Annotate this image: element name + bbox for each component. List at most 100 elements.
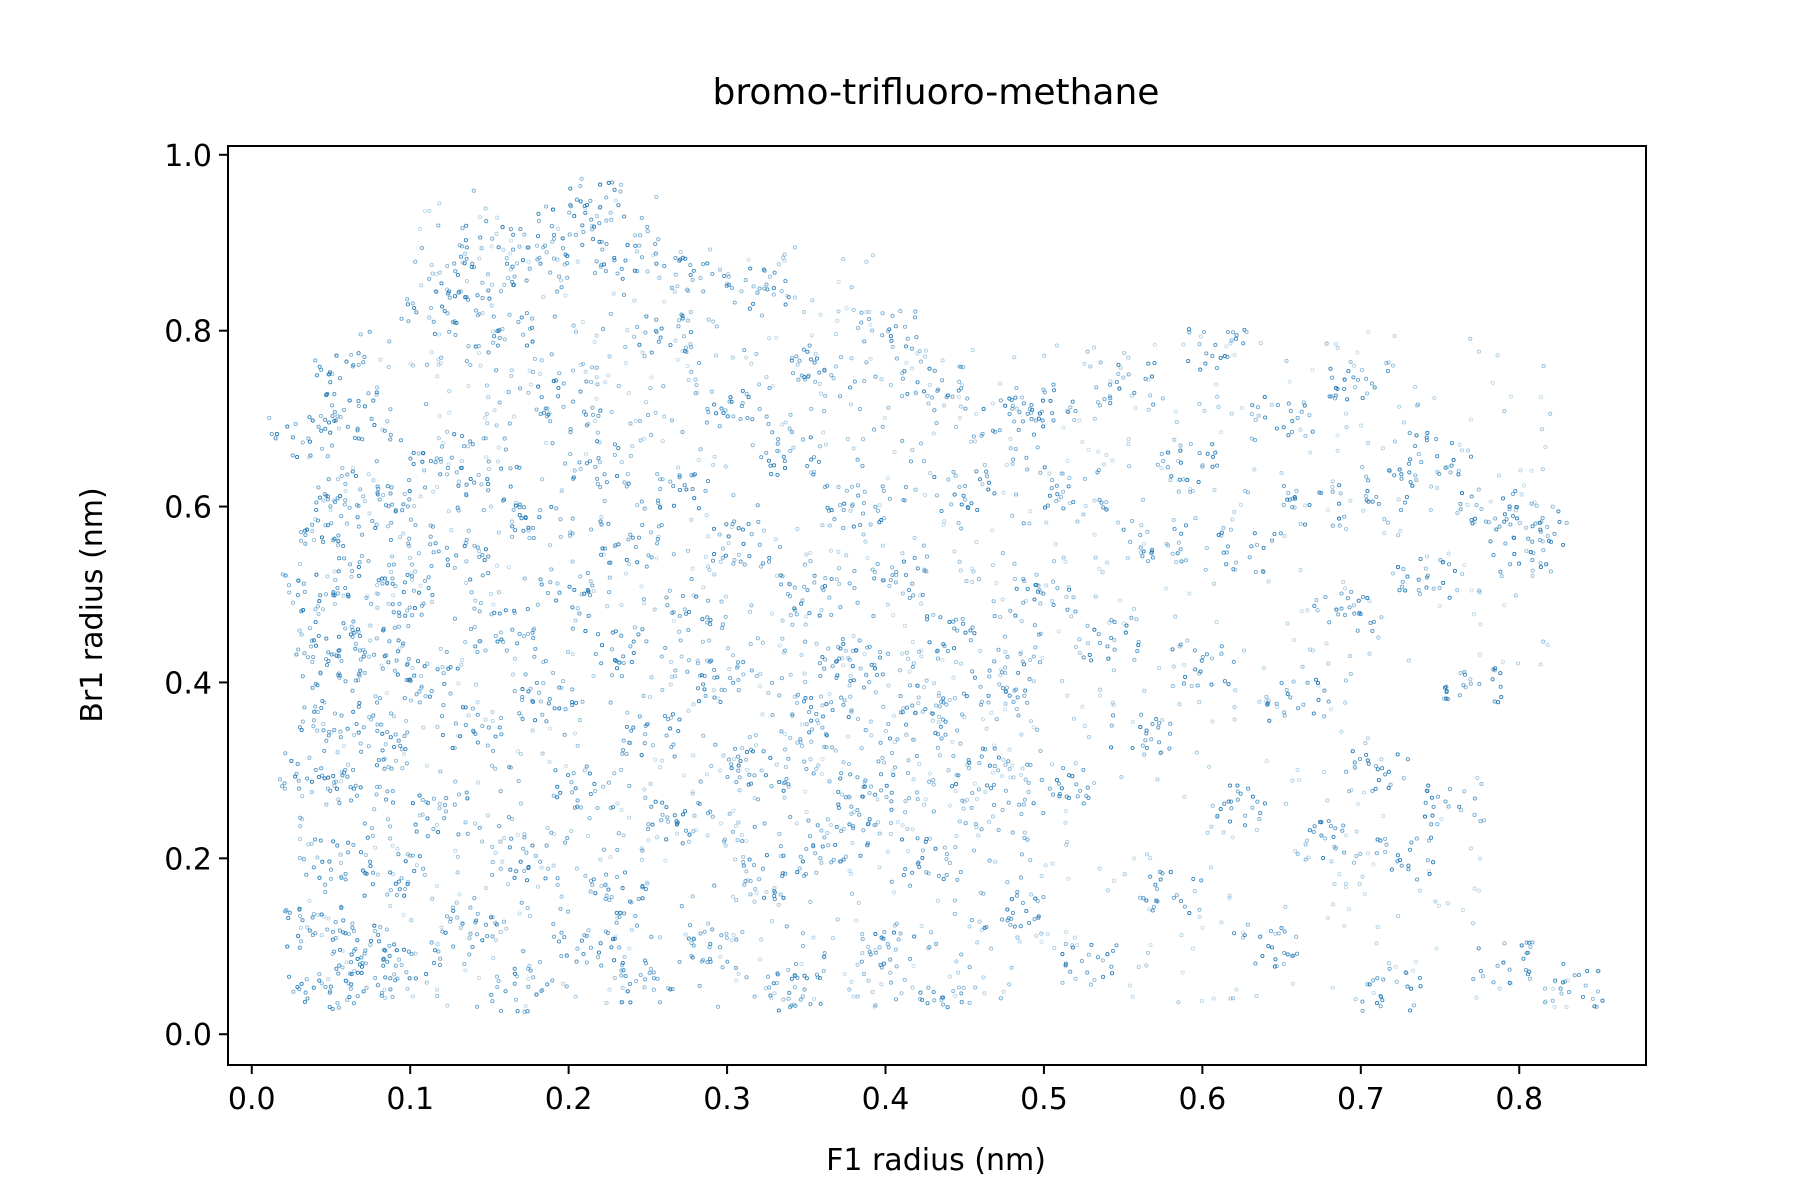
data-point: [1355, 350, 1360, 355]
data-point: [594, 259, 599, 264]
data-point: [880, 543, 885, 548]
data-point: [490, 999, 495, 1004]
data-point: [887, 496, 892, 501]
data-point: [310, 528, 315, 534]
data-point: [336, 426, 341, 431]
data-point: [821, 968, 826, 974]
data-point: [374, 763, 380, 768]
data-point: [362, 354, 367, 359]
data-point: [641, 597, 646, 602]
data-point: [527, 535, 532, 541]
data-point: [706, 534, 711, 539]
data-point: [1513, 593, 1518, 598]
data-point: [435, 667, 440, 672]
data-point: [871, 614, 876, 619]
data-point: [904, 650, 909, 655]
data-point: [1071, 716, 1076, 721]
data-point: [979, 928, 984, 933]
data-point: [411, 363, 416, 368]
data-point: [473, 598, 478, 603]
data-point: [400, 508, 405, 513]
data-point: [348, 960, 354, 965]
data-point: [374, 700, 380, 705]
data-point: [362, 650, 368, 655]
data-point: [686, 658, 691, 663]
data-point: [385, 789, 390, 794]
data-point: [936, 720, 941, 725]
data-point: [678, 250, 683, 255]
data-point: [742, 562, 747, 567]
data-point: [455, 666, 460, 671]
data-point: [629, 927, 634, 932]
data-point: [1025, 837, 1030, 842]
data-point: [331, 774, 336, 779]
data-point: [1077, 650, 1082, 656]
data-point: [368, 623, 373, 628]
data-point: [296, 778, 301, 783]
data-point: [498, 930, 503, 935]
data-point: [300, 817, 305, 822]
data-point: [332, 409, 337, 415]
data-point: [486, 482, 491, 487]
data-point: [1499, 574, 1504, 579]
data-point: [598, 857, 603, 862]
data-point: [918, 441, 924, 446]
data-point: [390, 554, 395, 559]
data-point: [475, 740, 480, 745]
data-point: [675, 831, 680, 836]
data-point: [382, 428, 387, 433]
data-point: [1127, 983, 1132, 988]
data-point: [656, 534, 661, 539]
data-point: [1296, 778, 1302, 783]
data-point: [468, 439, 473, 444]
data-point: [1026, 789, 1031, 795]
data-point: [825, 817, 830, 822]
data-point: [930, 718, 935, 723]
data-point: [398, 438, 404, 443]
data-point: [362, 404, 367, 409]
data-point: [575, 606, 580, 611]
data-point: [446, 462, 451, 467]
data-point: [647, 695, 652, 700]
data-point: [1007, 767, 1012, 772]
data-point: [877, 503, 882, 508]
data-point: [714, 324, 719, 329]
data-point: [477, 256, 482, 261]
data-point: [1073, 644, 1079, 650]
data-point: [460, 658, 465, 663]
data-point: [549, 830, 554, 835]
data-point: [471, 265, 476, 270]
data-point: [1351, 363, 1357, 368]
data-point: [910, 639, 915, 645]
data-point: [544, 250, 549, 255]
data-point: [892, 450, 897, 455]
data-point: [468, 476, 473, 482]
data-point: [640, 350, 645, 355]
data-point: [1065, 693, 1070, 698]
data-point: [1353, 997, 1358, 1002]
data-point: [334, 653, 339, 658]
data-point: [1459, 448, 1465, 453]
data-point: [344, 359, 349, 364]
data-point: [364, 595, 369, 600]
data-point: [418, 494, 423, 499]
data-point: [1060, 679, 1065, 684]
data-point: [336, 654, 341, 659]
data-point: [1242, 648, 1247, 653]
data-point: [1216, 404, 1221, 409]
data-point: [879, 377, 884, 382]
data-point: [468, 627, 474, 632]
data-point: [860, 437, 866, 442]
data-point: [1008, 446, 1013, 451]
data-point: [310, 418, 315, 423]
data-point: [413, 951, 418, 956]
data-point: [607, 575, 612, 580]
data-point: [420, 603, 425, 608]
data-point: [736, 688, 741, 693]
data-point: [464, 245, 469, 250]
data-point: [851, 826, 856, 831]
data-point: [347, 994, 352, 1000]
data-point: [335, 477, 341, 482]
data-point: [475, 700, 480, 705]
data-point: [1324, 341, 1329, 346]
